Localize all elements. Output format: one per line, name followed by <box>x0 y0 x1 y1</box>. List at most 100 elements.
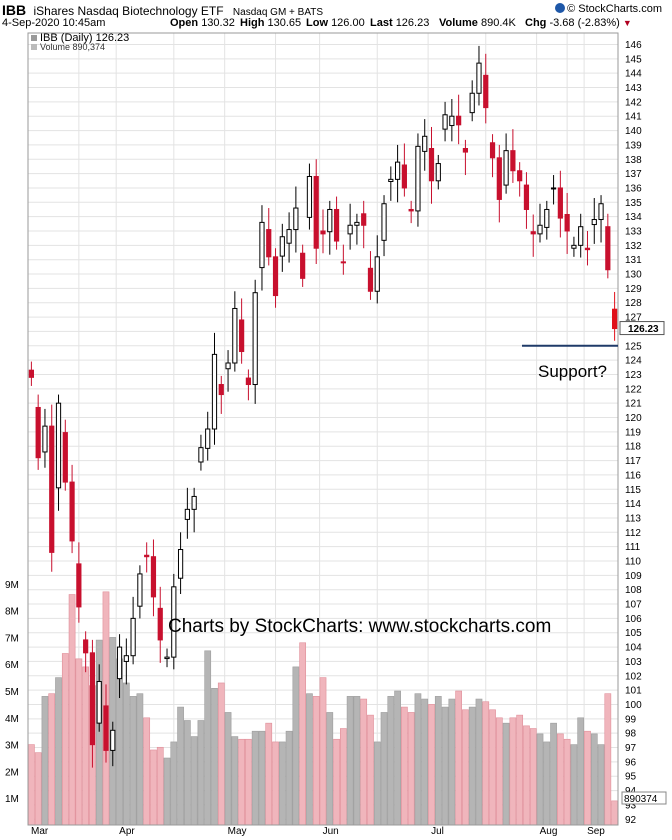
volume-axis: 1M 2M 3M 4M 5M 6M 7M 8M 9M <box>5 580 19 805</box>
candle-body <box>177 549 184 579</box>
x-tick-label: Jun <box>323 826 339 837</box>
low-label: Low <box>306 17 328 29</box>
y-tick-label: 118 <box>625 442 641 453</box>
volume-bar <box>373 741 381 826</box>
candle-body <box>354 221 360 226</box>
last-price-marker: 126.23 <box>619 321 665 336</box>
x-tick-label: Sep <box>587 826 605 837</box>
watermark-text: Charts by StockCharts: www.stockcharts.c… <box>168 616 551 637</box>
candle-body <box>83 639 89 654</box>
chart-legend: IBB (Daily) 126.23 Volume 890,374 <box>31 32 129 52</box>
y-tick-label: 119 <box>625 427 641 438</box>
volume-bar <box>529 728 537 826</box>
volume-bar <box>339 728 347 826</box>
y-tick-label: 137 <box>625 169 642 180</box>
volume-bar <box>156 746 164 826</box>
y-tick-label: 130 <box>625 270 642 281</box>
low-value: 126.00 <box>331 17 365 29</box>
candle-body <box>367 267 374 292</box>
candle-body <box>300 252 306 279</box>
copyright-text: © StockCharts.com <box>567 3 662 15</box>
candle-body <box>164 656 170 660</box>
y-tick-label: 135 <box>625 198 642 209</box>
volume-bar <box>82 666 89 826</box>
volume-bars <box>28 591 618 826</box>
volume-bar <box>380 712 388 826</box>
last-value: 126.23 <box>395 17 430 29</box>
volume-tick-label: 9M <box>5 580 19 591</box>
volume-bar <box>75 658 83 826</box>
volume-bar <box>387 696 395 826</box>
last-volume-label: 890374 <box>624 794 658 805</box>
volume-tick-label: 1M <box>5 794 19 805</box>
volume-bar <box>611 800 618 826</box>
volume-bar <box>421 698 429 826</box>
volume-bar <box>326 712 334 826</box>
open-quote: Open 130.32 <box>170 17 235 29</box>
volume-bar <box>360 698 368 826</box>
volume-bar <box>489 709 496 826</box>
y-tick-label: 110 <box>625 557 641 568</box>
last-volume-marker: 890374 <box>621 791 667 805</box>
volume-bar <box>224 712 232 826</box>
volume-bar <box>414 693 422 826</box>
last-label: Last <box>370 17 393 29</box>
volume-bar <box>217 682 225 826</box>
low-quote: Low 126.00 <box>306 17 365 29</box>
volume-bar <box>428 704 435 826</box>
y-tick-label: 96 <box>625 757 637 768</box>
x-tick-label: Apr <box>119 826 135 837</box>
y-tick-label: 121 <box>625 399 642 410</box>
volume-bar <box>495 717 503 826</box>
last-volume-box <box>621 791 667 805</box>
candle-body <box>483 74 489 109</box>
candle-body <box>42 425 48 453</box>
y-tick-label: 122 <box>625 384 642 395</box>
volume-bar <box>584 730 591 826</box>
open-value: 130.32 <box>201 17 235 29</box>
legend-volume: Volume 890,374 <box>40 42 105 52</box>
volume-bar <box>319 677 327 826</box>
candle-body <box>76 563 82 608</box>
y-tick-label: 95 <box>625 772 637 783</box>
volume-bar <box>231 736 239 826</box>
y-tick-label: 99 <box>625 714 637 725</box>
last-quote: Last 126.23 <box>370 17 429 29</box>
candle-body <box>266 229 272 258</box>
candle-body <box>313 175 319 249</box>
candle-body <box>401 164 407 189</box>
volume-quote: Volume 890.4K <box>439 17 516 29</box>
volume-bar <box>272 741 279 826</box>
candle-body <box>89 652 96 746</box>
candle-body <box>584 247 591 251</box>
fund-name: iShares Nasdaq Biotechnology ETF <box>33 4 224 18</box>
volume-bar <box>204 650 212 826</box>
candle-body <box>286 229 292 244</box>
volume-bar <box>68 594 76 826</box>
exchange-label: Nasdaq GM + BATS <box>232 7 324 18</box>
candle-body <box>361 213 367 226</box>
volume-bar <box>143 717 151 826</box>
volume-bar <box>563 738 571 826</box>
candle-body <box>130 617 136 657</box>
candle-body <box>550 187 557 190</box>
y-tick-label: 104 <box>625 643 642 654</box>
candle-body <box>306 175 313 218</box>
volume-bar <box>590 733 598 826</box>
volume-bar <box>475 698 483 826</box>
time-axis: Mar Apr May Jun Jul Aug Sep <box>31 826 605 837</box>
volume-bar <box>184 720 191 826</box>
volume-bar <box>509 717 517 826</box>
candle-body <box>456 115 462 126</box>
high-quote: High 130.65 <box>240 17 301 29</box>
y-tick-label: 112 <box>625 528 641 539</box>
volume-tick-label: 6M <box>5 660 19 671</box>
volume-bar <box>48 693 56 826</box>
candlesticks <box>28 45 618 768</box>
volume-bar <box>299 642 307 826</box>
y-tick-label: 107 <box>625 600 642 611</box>
y-tick-label: 102 <box>625 671 642 682</box>
candle-body <box>340 261 346 264</box>
x-tick-label: May <box>228 826 247 837</box>
